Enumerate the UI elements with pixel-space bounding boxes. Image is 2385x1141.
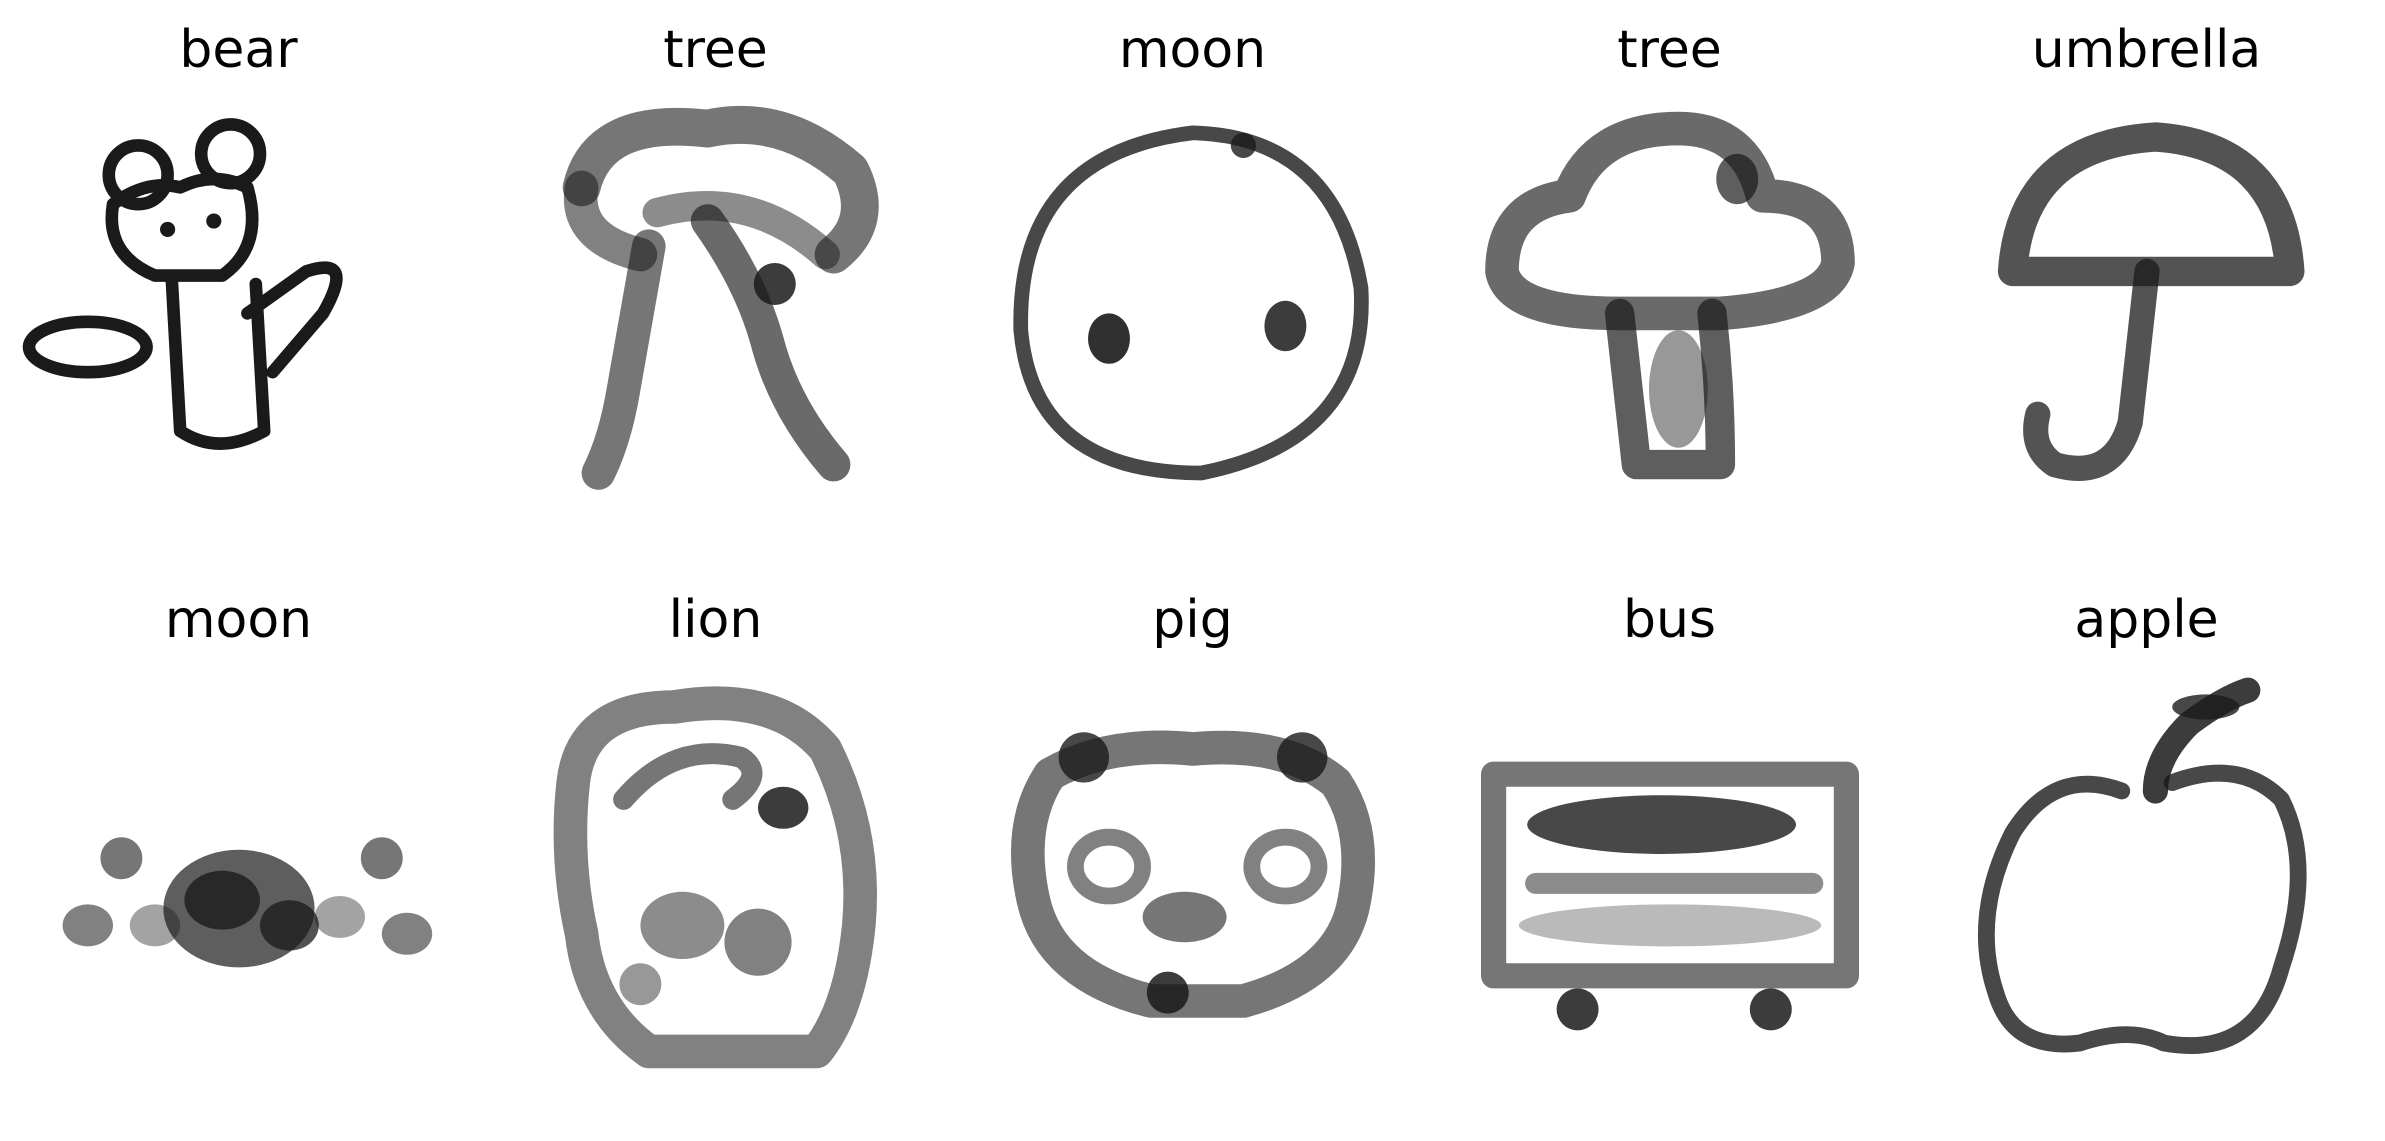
sample-label: bus xyxy=(1622,590,1717,650)
sample-cell: tree xyxy=(477,0,954,570)
apple-sketch-icon xyxy=(1977,677,2307,1054)
pig-face-sketch-icon xyxy=(1010,730,1375,1018)
bus-sketch-icon xyxy=(1480,761,1859,1031)
sample-cell: pig xyxy=(954,570,1431,1140)
tree-sketch-icon xyxy=(562,105,879,490)
sample-label: bear xyxy=(179,20,298,80)
sample-label: tree xyxy=(663,20,768,80)
sample-cell: moon xyxy=(0,570,477,1140)
sample-label: pig xyxy=(1152,590,1233,650)
sample-cell: tree xyxy=(1431,0,1908,570)
blob-sketch-icon xyxy=(62,837,432,968)
sample-cell: apple xyxy=(1908,570,2385,1140)
mushroom-tree-sketch-icon xyxy=(1484,111,1855,480)
sample-label: umbrella xyxy=(2031,20,2262,80)
sample-cell: moon xyxy=(954,0,1431,570)
sample-label: moon xyxy=(164,590,313,650)
bear-sketch-icon xyxy=(22,118,343,450)
sample-label: apple xyxy=(2074,590,2219,650)
sample-label: tree xyxy=(1617,20,1722,80)
sample-cell: bear xyxy=(0,0,477,570)
lion-face-sketch-icon xyxy=(553,686,877,1069)
umbrella-sketch-icon xyxy=(1997,122,2304,481)
sample-cell: umbrella xyxy=(1908,0,2385,570)
moon-face-sketch-icon xyxy=(1012,125,1369,481)
sample-label: moon xyxy=(1118,20,1267,80)
sample-cell: lion xyxy=(477,570,954,1140)
sample-cell: bus xyxy=(1431,570,1908,1140)
sample-label: lion xyxy=(668,590,763,650)
